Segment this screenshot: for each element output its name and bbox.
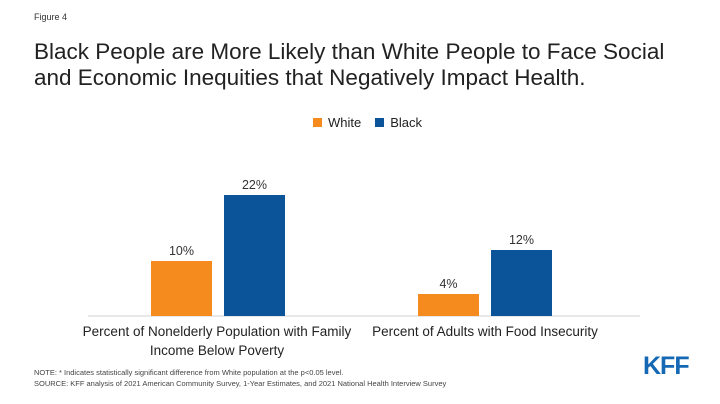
figure-label: Figure 4 [34,12,68,22]
legend-swatch-white [313,118,322,127]
chart-title: Black People are More Likely than White … [34,39,665,90]
legend-swatch-black [375,118,385,127]
legend-label-white: White [328,115,362,130]
bar-black-1 [491,250,552,316]
category-label-food-insecurity: Percent of Adults with Food Insecurity [372,324,598,339]
kff-logo: KFF [643,352,690,380]
data-label-black-1: 12% [509,233,534,247]
bar-black-0 [224,195,285,316]
source-text: SOURCE: KFF analysis of 2021 American Co… [34,379,447,388]
legend-label-black: Black [390,115,423,130]
data-label-black-0: 22% [242,178,267,192]
note-text: NOTE: * Indicates statistically signific… [34,368,344,377]
footnote: NOTE: * Indicates statistically signific… [34,367,446,389]
bar-white-0 [151,261,212,316]
bar-white-1 [418,294,479,316]
data-label-white-0: 10% [169,244,194,258]
legend: White Black [313,115,422,130]
data-label-white-1: 4% [439,277,457,291]
category-label-poverty: Percent of Nonelderly Population with Fa… [82,324,352,358]
